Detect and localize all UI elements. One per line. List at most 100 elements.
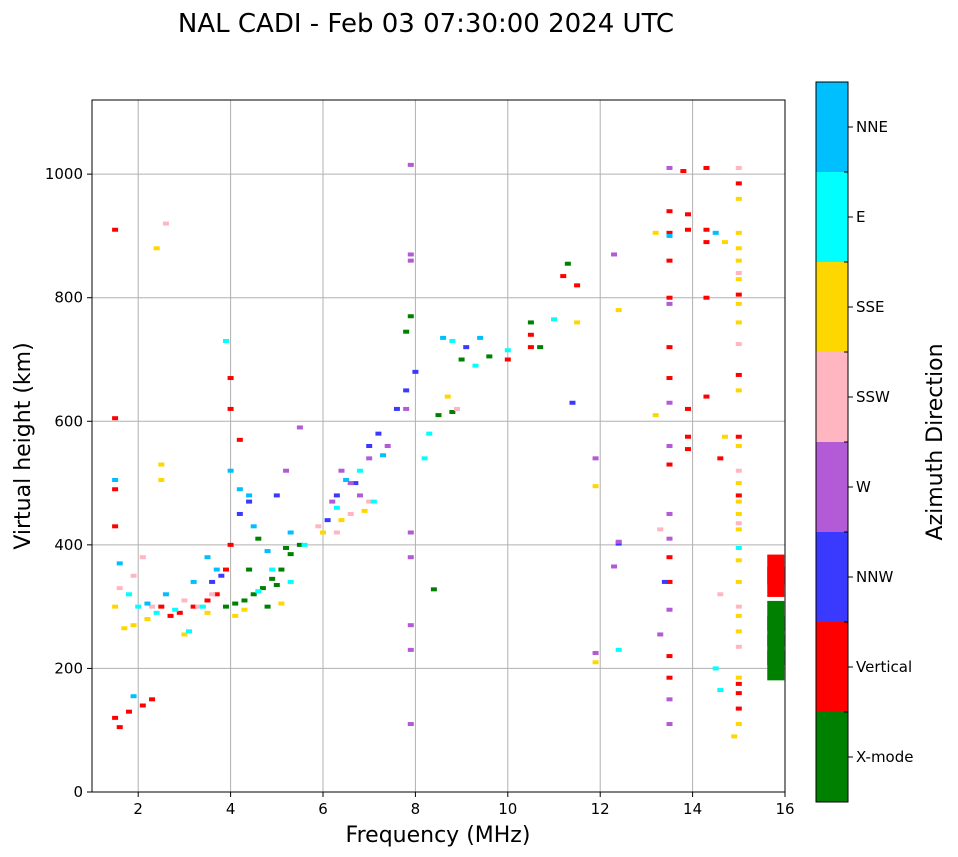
data-point	[560, 274, 567, 279]
data-point	[190, 579, 197, 584]
data-point	[296, 542, 303, 547]
data-point	[287, 530, 294, 535]
data-point	[735, 691, 742, 696]
data-point	[735, 613, 742, 618]
data-point	[227, 468, 234, 473]
data-point	[407, 623, 414, 628]
data-point	[666, 697, 673, 702]
data-point	[449, 338, 456, 343]
y-tick-label: 1000	[45, 165, 83, 183]
data-point	[666, 400, 673, 405]
data-point	[703, 394, 710, 399]
data-point	[116, 586, 123, 591]
data-point	[264, 604, 271, 609]
data-point	[735, 230, 742, 235]
data-point	[167, 613, 174, 618]
data-point	[186, 629, 193, 634]
data-point	[259, 586, 266, 591]
data-point	[684, 434, 691, 439]
data-point	[551, 317, 557, 322]
plot-background	[92, 100, 785, 792]
data-point	[139, 555, 146, 560]
data-point	[112, 487, 119, 492]
data-point	[343, 477, 350, 482]
data-point	[666, 462, 673, 467]
data-point	[255, 536, 262, 541]
data-point	[486, 354, 493, 359]
data-point	[250, 524, 257, 529]
data-point	[421, 456, 428, 461]
data-point	[712, 230, 719, 235]
data-point	[735, 342, 742, 347]
data-point	[666, 444, 673, 448]
data-point	[721, 434, 728, 439]
data-point	[347, 481, 354, 486]
data-point	[324, 518, 331, 523]
data-point	[227, 406, 234, 411]
data-point	[735, 499, 742, 504]
data-point	[403, 329, 410, 334]
data-point	[250, 592, 257, 597]
data-point	[592, 456, 599, 461]
data-point	[666, 301, 673, 306]
data-point	[195, 604, 202, 609]
data-point	[504, 348, 511, 353]
y-axis-label: Virtual height (km)	[11, 342, 36, 549]
data-point	[666, 233, 673, 238]
data-point	[666, 258, 673, 263]
data-point	[666, 376, 673, 381]
data-point	[273, 583, 280, 588]
data-point	[615, 539, 622, 544]
data-point	[735, 521, 742, 526]
colorbar-segment	[816, 532, 848, 622]
colorbar-tick-label: E	[856, 208, 865, 226]
data-point	[666, 295, 673, 300]
data-point	[112, 604, 119, 609]
data-point	[717, 456, 724, 461]
data-point	[666, 579, 673, 584]
data-point	[139, 703, 146, 708]
data-point	[703, 240, 710, 245]
data-point	[666, 607, 673, 612]
data-point	[130, 573, 137, 578]
data-point	[236, 437, 243, 442]
data-point	[574, 320, 581, 325]
data-point	[684, 447, 691, 452]
data-point	[232, 601, 239, 606]
data-point	[652, 230, 659, 235]
data-point	[121, 626, 128, 631]
colorbar-segment	[816, 712, 848, 802]
data-point	[527, 320, 534, 325]
data-point	[232, 613, 239, 618]
data-point	[315, 524, 322, 529]
data-point	[264, 549, 271, 554]
data-point	[735, 681, 742, 686]
data-point	[407, 722, 414, 727]
data-point	[384, 444, 391, 448]
data-point	[333, 493, 340, 498]
data-point	[329, 499, 336, 504]
data-point	[158, 477, 165, 482]
data-point	[735, 527, 742, 532]
y-tick-label: 200	[54, 659, 83, 677]
data-point	[472, 363, 479, 368]
data-point	[287, 579, 294, 584]
data-point	[112, 227, 119, 232]
data-point	[356, 468, 363, 473]
data-point	[435, 413, 442, 418]
data-point	[537, 345, 544, 350]
colorbar-tick-label: SSW	[856, 388, 890, 406]
data-point	[721, 240, 728, 245]
x-tick-label: 10	[498, 800, 517, 818]
data-point	[657, 632, 664, 637]
colorbar: X-mode Vertical NNW W SSW SSE E NNE	[815, 81, 913, 803]
colorbar-segment	[816, 622, 848, 712]
data-point	[112, 416, 119, 421]
data-point	[269, 567, 276, 572]
data-point	[731, 734, 738, 739]
data-point	[236, 511, 243, 516]
data-point	[735, 320, 742, 325]
data-point	[407, 314, 414, 319]
data-point	[430, 587, 437, 592]
